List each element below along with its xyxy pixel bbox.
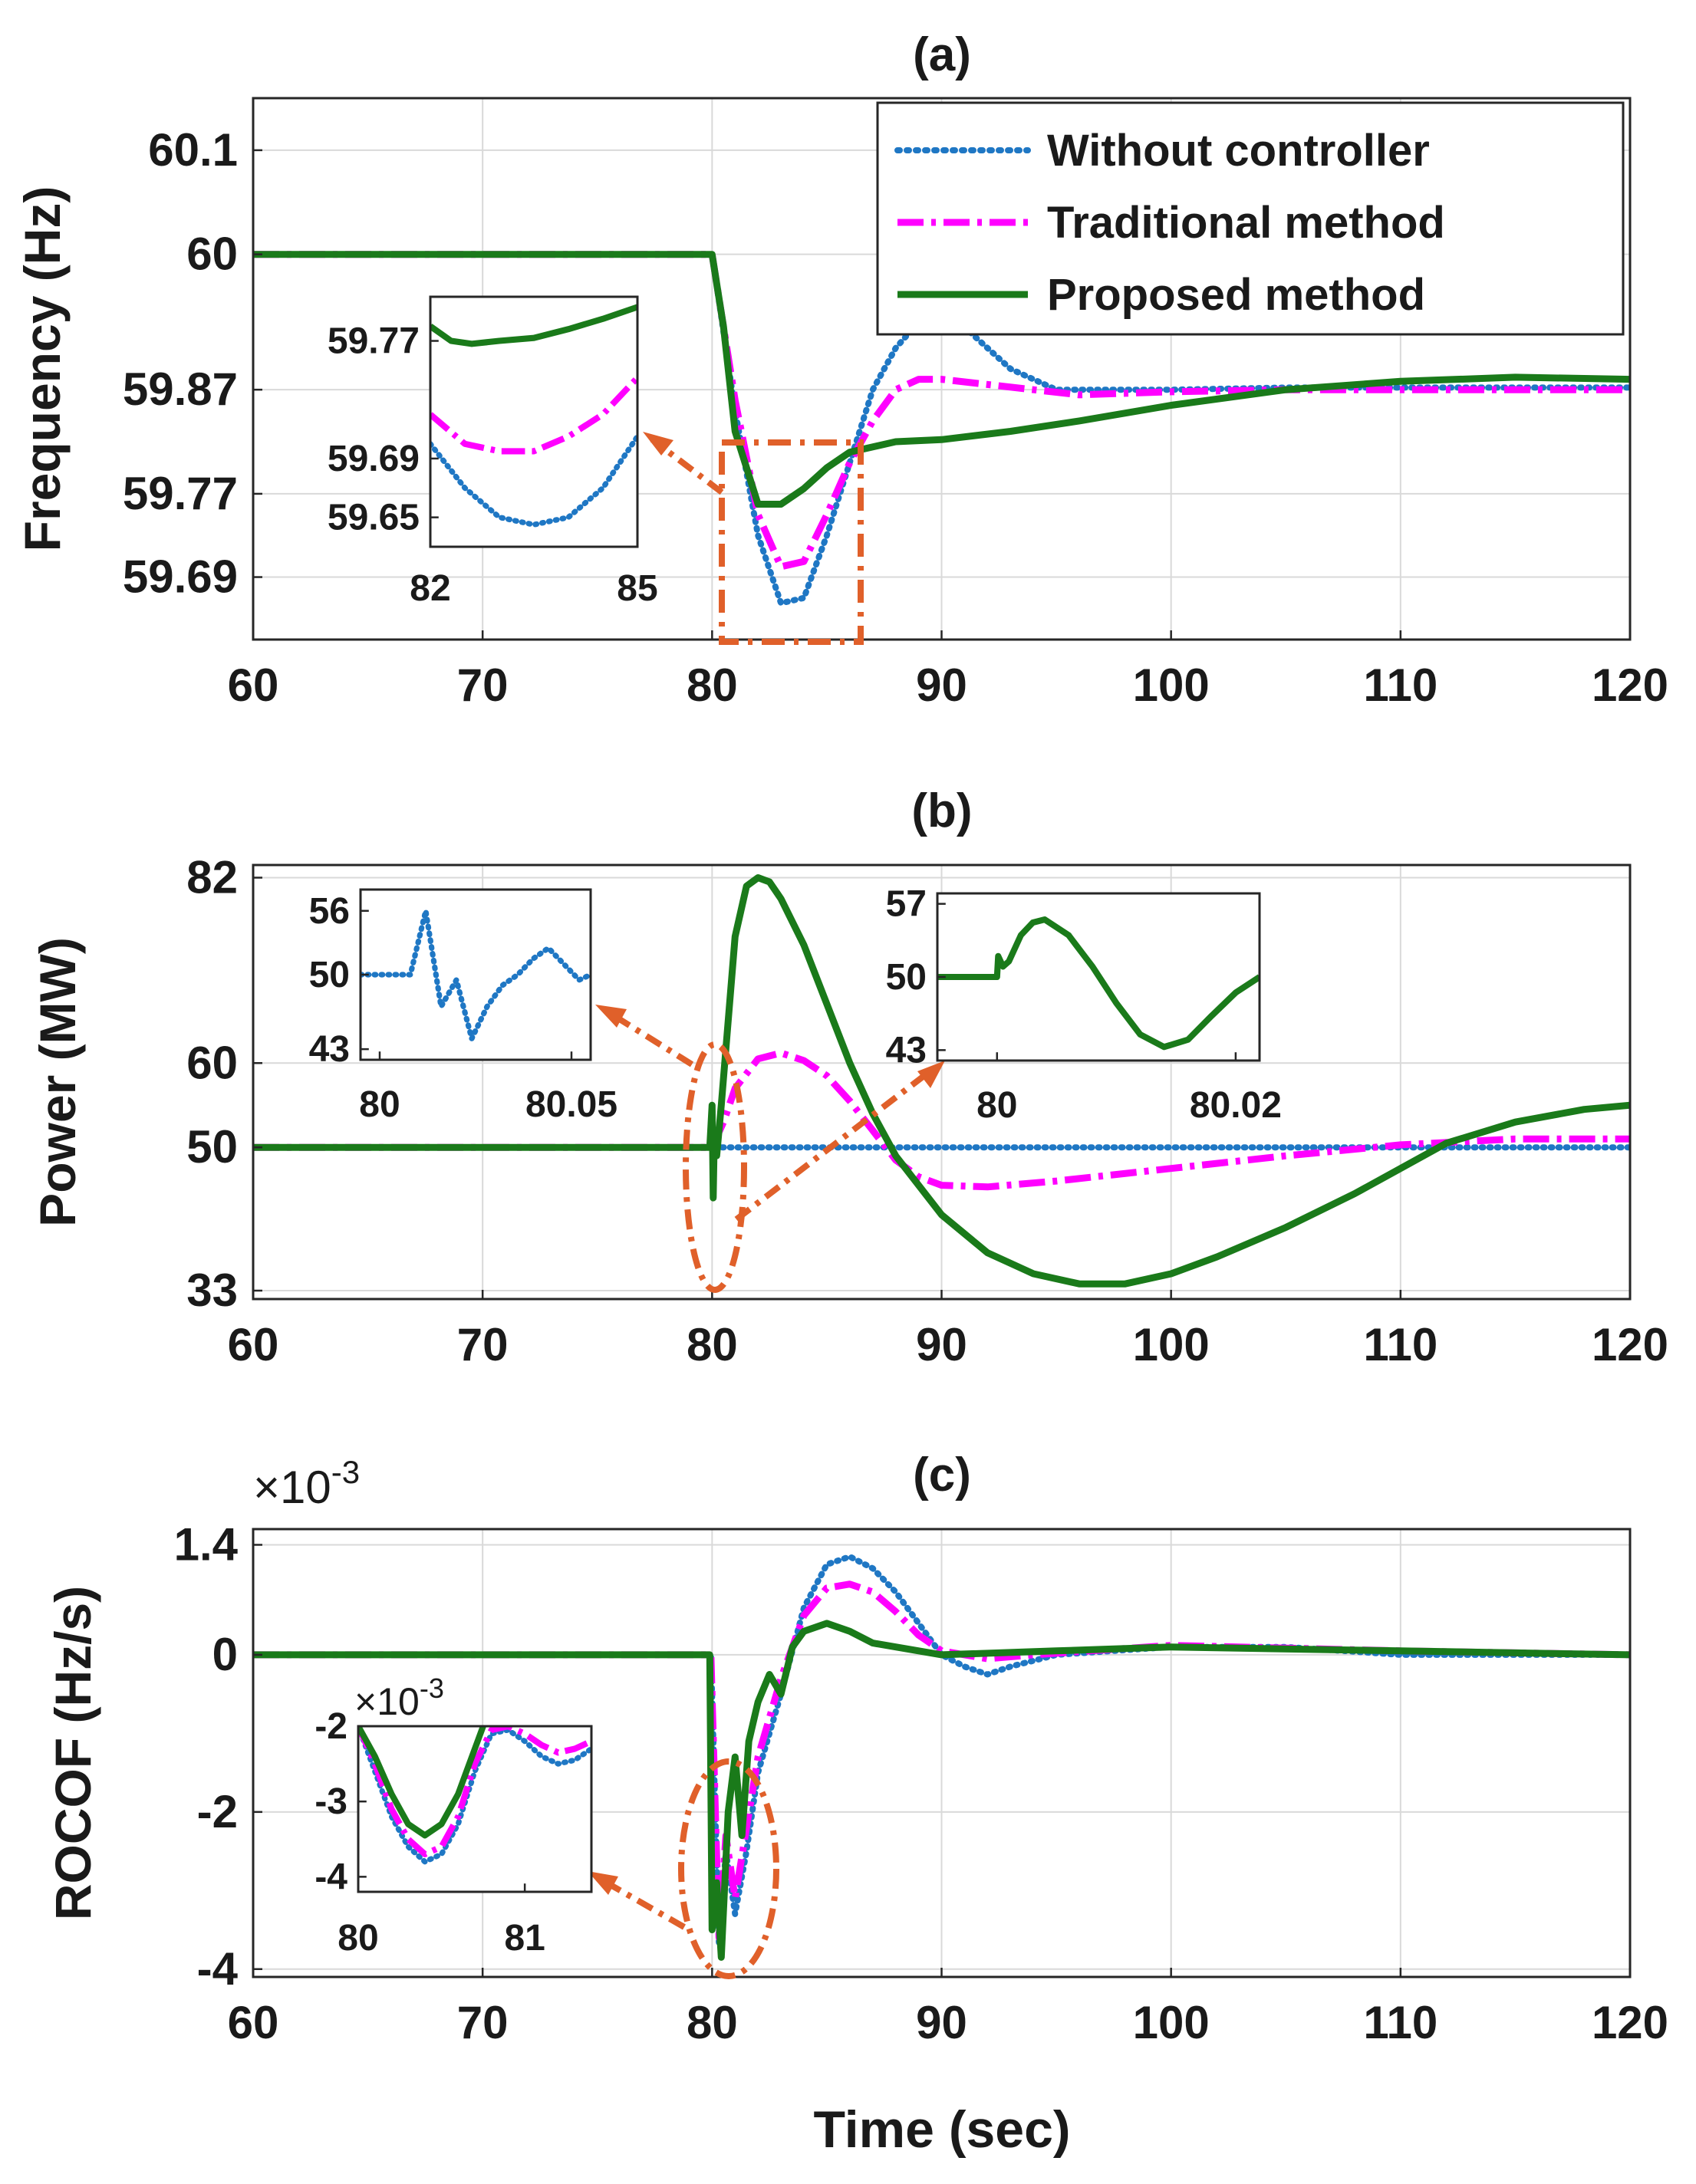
panel-c-ytick-label: 0 [212, 1629, 238, 1680]
panel-c-xtick-label: 100 [1133, 1997, 1210, 2048]
panel-c-ytick-label: -2 [197, 1786, 238, 1837]
panel-b-inset-2-xtick-label: 80 [976, 1085, 1017, 1126]
panel-b-inset-2-ytick-label: 43 [886, 1030, 927, 1071]
panel-b-ytick-label: 60 [186, 1037, 238, 1088]
panel-a-inset-ytick-label: 59.69 [328, 439, 420, 479]
panel-a-xtick-label: 60 [228, 659, 279, 711]
panel-b-inset-1: 80 80.05 43 50 56 [309, 890, 617, 1125]
panel-b-xtick-label: 80 [687, 1319, 738, 1370]
panel-b-arrow-right [736, 1070, 932, 1219]
panel-c-title: (c) [913, 1449, 971, 1502]
panel-b-inset-2: 80 80.02 43 50 57 [886, 884, 1282, 1126]
panel-b-xtick-label: 60 [228, 1319, 279, 1370]
panel-a-arrowhead [643, 432, 673, 456]
panel-c-xtick-label: 80 [687, 1997, 738, 2048]
panel-c-inset-ytick-label: -4 [315, 1857, 347, 1897]
panel-a-xtick-label: 80 [687, 659, 738, 711]
legend-label-without: Without controller [1047, 126, 1430, 176]
panel-b-xtick-label: 70 [457, 1319, 509, 1370]
panel-b-xtick-label: 120 [1592, 1319, 1668, 1370]
panel-b-ytick-label: 82 [186, 851, 238, 903]
panel-c-multiplier: ×10-3 [253, 1454, 360, 1513]
panel-b-inset-1-xtick-label: 80.05 [525, 1084, 617, 1125]
figure: (a) 60 70 80 90 100 110 120 59.69 59.77 59.87 60 60… [0, 0, 1696, 2184]
panel-a-inset-xtick-label: 82 [410, 568, 450, 609]
panel-a-ytick-label: 60 [186, 229, 238, 280]
panel-b-inset-1-ytick-label: 50 [309, 955, 350, 995]
panel-c-inset-multiplier: ×10-3 [354, 1673, 444, 1723]
panel-c-xlabel: Time (sec) [813, 2100, 1070, 2159]
panel-a-xtick-label: 110 [1363, 659, 1437, 711]
panel-c-ytick-label: 1.4 [174, 1518, 239, 1570]
panel-c-inset-ytick-label: -3 [315, 1781, 347, 1822]
panel-c-xtick-label: 90 [916, 1997, 967, 2048]
panel-a-xtick-label: 70 [457, 659, 509, 711]
panel-b-inset-2-ytick-label: 57 [886, 884, 927, 925]
panel-a-xtick-label: 120 [1592, 659, 1668, 711]
panel-c-xtick-label: 70 [457, 1997, 509, 2048]
panel-c: (c) ×10-3 60 70 80 90 100 110 120 -4 -2 0 1.4 ROCO… [44, 1449, 1668, 2159]
panel-a-inset: 82 85 59.65 59.69 59.77 [328, 297, 658, 609]
legend-label-proposed: Proposed method [1047, 270, 1425, 320]
panel-c-inset-ytick-label: -2 [315, 1706, 347, 1747]
panel-b-inset-2-xtick-label: 80.02 [1190, 1085, 1282, 1126]
panel-b-ylabel: Power (MW) [29, 937, 86, 1227]
panel-c-xtick-label: 110 [1363, 1997, 1437, 2048]
panel-b-xtick-label: 100 [1133, 1319, 1210, 1370]
panel-a-xtick-label: 90 [916, 659, 967, 711]
panel-a-inset-ytick-label: 59.65 [328, 498, 420, 538]
panel-a-ylabel: Frequency (Hz) [14, 186, 71, 552]
panel-b-inset-1-ytick-label: 43 [309, 1029, 350, 1070]
panel-a-zoom-box [722, 442, 861, 642]
panel-a-xtick-label: 100 [1133, 659, 1210, 711]
panel-b-inset-2-ytick-label: 50 [886, 957, 927, 998]
panel-b-ytick-label: 33 [186, 1265, 238, 1316]
legend-label-traditional: Traditional method [1047, 198, 1445, 248]
panel-a-ytick-label: 59.87 [123, 363, 238, 415]
panel-b-inset-1-xtick-label: 80 [359, 1084, 400, 1125]
panel-b: (b) 60 70 80 90 100 110 120 33 50 60 82 Power (MW)… [29, 784, 1668, 1370]
panel-a: (a) 60 70 80 90 100 110 120 59.69 59.77 59.87 60 60… [14, 28, 1668, 711]
panel-b-xtick-label: 90 [916, 1319, 967, 1370]
panel-c-inset: ×10-3 80 81 -2 -3 -4 [315, 1673, 591, 1959]
panel-b-ytick-label: 50 [186, 1121, 238, 1173]
panel-a-ytick-label: 60.1 [148, 124, 238, 176]
panel-c-inset-xtick-label: 80 [338, 1918, 378, 1959]
panel-a-inset-xtick-label: 85 [617, 568, 657, 609]
panel-a-ytick-label: 59.69 [123, 551, 238, 603]
panel-a-inset-bg [430, 297, 637, 547]
panel-a-ytick-label: 59.77 [123, 468, 238, 519]
legend: Without controller Traditional method Pr… [878, 103, 1623, 334]
panel-c-ylabel: ROCOF (Hz/s) [44, 1586, 101, 1920]
panel-c-xtick-label: 60 [228, 1997, 279, 2048]
panel-b-xtick-label: 110 [1363, 1319, 1437, 1370]
panel-c-xtick-label: 120 [1592, 1997, 1668, 2048]
panel-c-ytick-label: -4 [197, 1943, 239, 1995]
panel-b-inset-1-ytick-label: 56 [309, 891, 350, 932]
panel-b-title: (b) [911, 784, 972, 837]
panel-c-inset-xtick-label: 81 [504, 1918, 545, 1959]
panel-a-title: (a) [913, 28, 971, 81]
panel-a-inset-ytick-label: 59.77 [328, 321, 420, 362]
